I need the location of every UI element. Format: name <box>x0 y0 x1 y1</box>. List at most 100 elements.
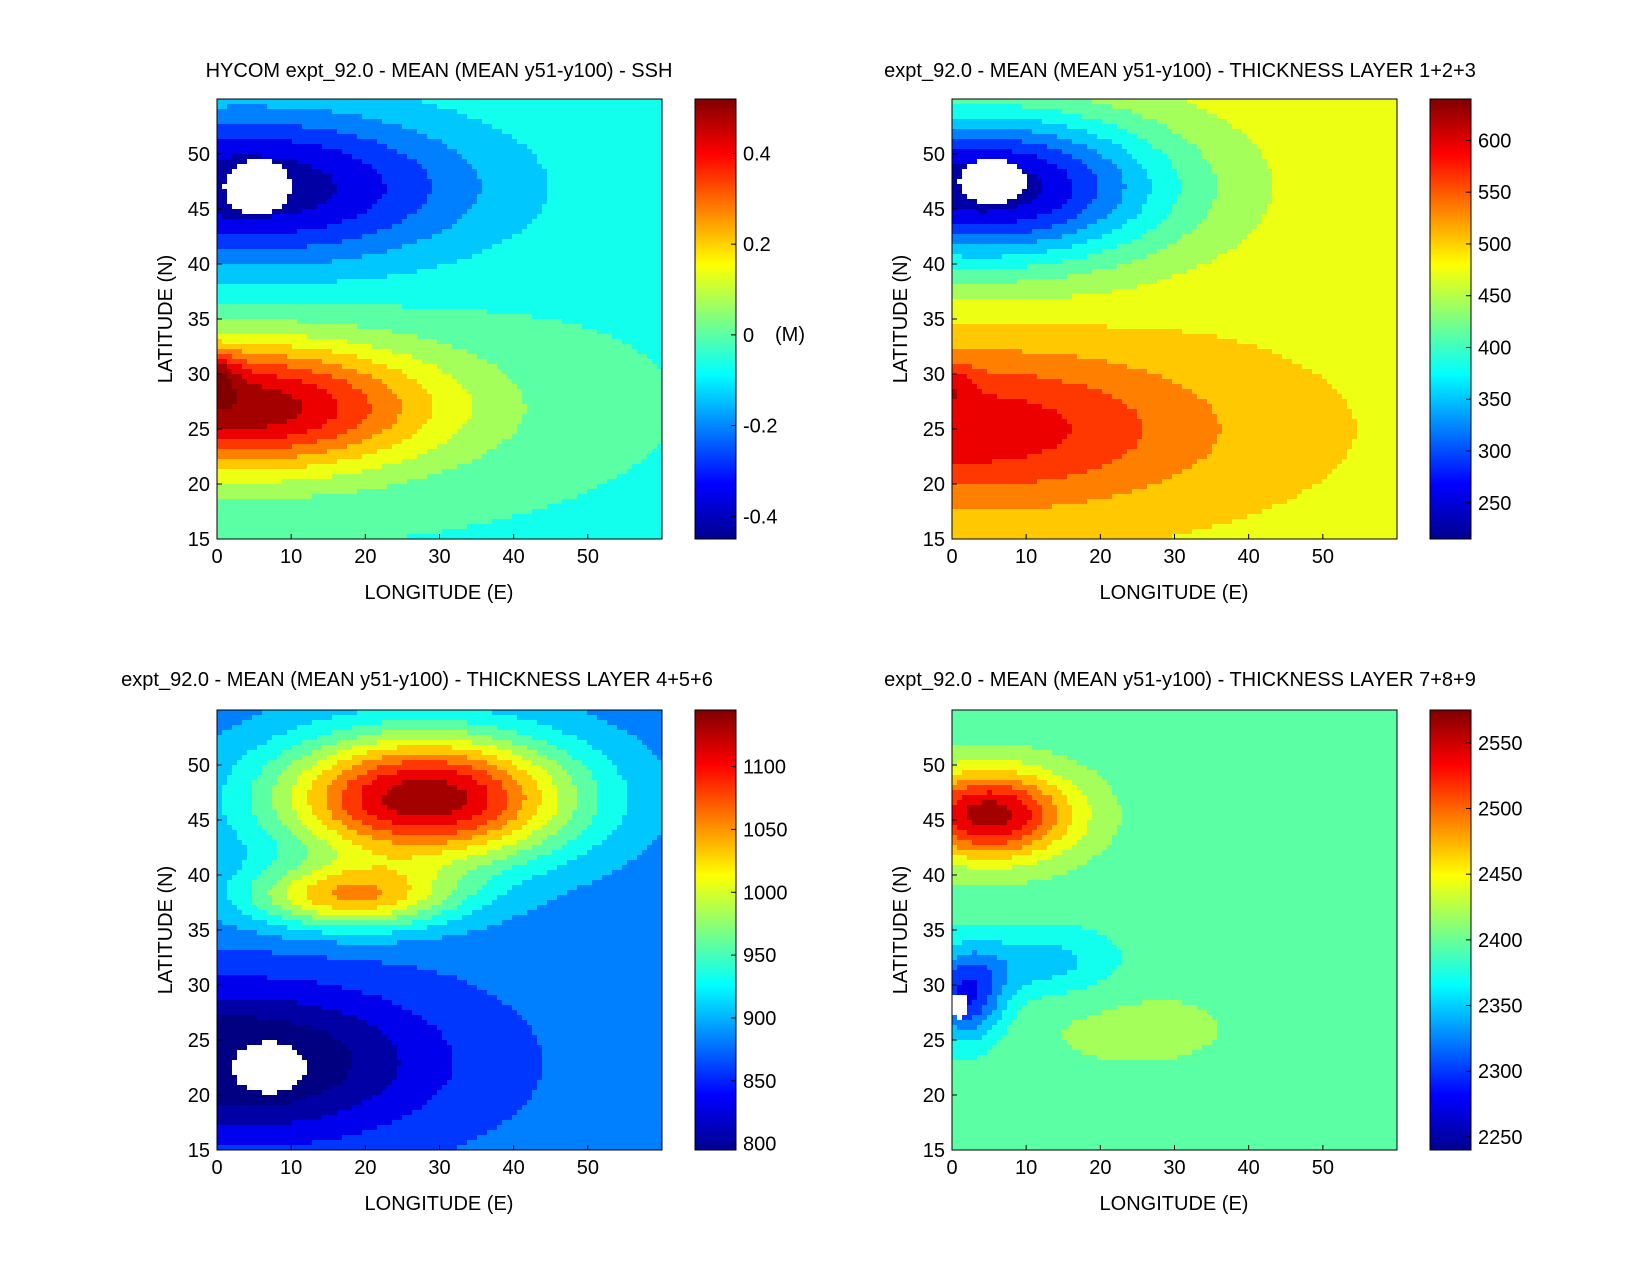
heatmap-cell <box>402 149 408 155</box>
heatmap-cell <box>637 354 643 360</box>
heatmap-cell <box>272 149 278 155</box>
heatmap-cell <box>357 344 363 350</box>
heatmap-cell <box>292 289 298 295</box>
heatmap-cell <box>542 149 548 155</box>
heatmap-cell <box>582 184 588 190</box>
heatmap-cell <box>257 129 263 135</box>
heatmap-cell <box>327 309 333 315</box>
heatmap-cell <box>247 204 253 210</box>
heatmap-cell <box>537 264 543 270</box>
heatmap-cell <box>537 334 543 340</box>
heatmap-cell <box>487 294 493 300</box>
heatmap-cell <box>647 289 653 295</box>
heatmap-cell <box>502 344 508 350</box>
heatmap-cell <box>392 219 398 225</box>
heatmap-cell <box>642 214 648 220</box>
heatmap-cell <box>422 129 428 135</box>
heatmap-cell <box>232 204 238 210</box>
heatmap-cell <box>407 304 413 310</box>
heatmap-cell <box>657 329 663 335</box>
heatmap-cell <box>642 169 648 175</box>
heatmap-cell <box>567 244 573 250</box>
heatmap-cell <box>407 209 413 215</box>
heatmap-cell <box>602 204 608 210</box>
heatmap-cell <box>572 364 578 370</box>
heatmap-cell <box>602 239 608 245</box>
heatmap-cell <box>417 134 423 140</box>
heatmap-cell <box>427 174 433 180</box>
heatmap-cell <box>362 309 368 315</box>
heatmap-cell <box>562 109 568 115</box>
heatmap-cell <box>587 204 593 210</box>
heatmap-cell <box>217 104 223 110</box>
heatmap-cell <box>367 174 373 180</box>
heatmap-cell <box>497 219 503 225</box>
heatmap-cell <box>472 354 478 360</box>
heatmap-cell <box>342 224 348 230</box>
heatmap-cell <box>522 124 528 130</box>
heatmap-cell <box>242 179 248 185</box>
heatmap-cell <box>282 264 288 270</box>
heatmap-cell <box>427 154 433 160</box>
heatmap-cell <box>602 369 608 375</box>
heatmap-cell <box>392 194 398 200</box>
heatmap-cell <box>457 244 463 250</box>
heatmap-cell <box>647 284 653 290</box>
heatmap-cell <box>527 334 533 340</box>
heatmap-cell <box>432 124 438 130</box>
heatmap-cell <box>362 164 368 170</box>
heatmap-cell <box>297 289 303 295</box>
heatmap-cell <box>282 374 288 380</box>
heatmap-cell <box>327 269 333 275</box>
heatmap-cell <box>222 334 228 340</box>
heatmap-cell <box>292 159 298 165</box>
heatmap-cell <box>572 114 578 120</box>
heatmap-cell <box>362 314 368 320</box>
heatmap-cell <box>527 189 533 195</box>
heatmap-cell <box>382 294 388 300</box>
heatmap-cell <box>477 239 483 245</box>
heatmap-cell <box>442 369 448 375</box>
heatmap-cell <box>482 299 488 305</box>
heatmap-cell <box>522 254 528 260</box>
heatmap-cell <box>527 359 533 365</box>
heatmap-cell <box>257 239 263 245</box>
heatmap-cell <box>442 104 448 110</box>
heatmap-cell <box>327 159 333 165</box>
heatmap-cell <box>432 134 438 140</box>
heatmap-cell <box>542 199 548 205</box>
heatmap-cell <box>652 294 658 300</box>
heatmap-cell <box>342 164 348 170</box>
heatmap-cell <box>457 214 463 220</box>
heatmap-cell <box>622 174 628 180</box>
heatmap-cell <box>367 179 373 185</box>
heatmap-cell <box>337 139 343 145</box>
heatmap-cell <box>432 249 438 255</box>
heatmap-cell <box>332 194 338 200</box>
heatmap-cell <box>317 254 323 260</box>
heatmap-cell <box>362 304 368 310</box>
heatmap-cell <box>362 209 368 215</box>
heatmap-cell <box>512 334 518 340</box>
heatmap-cell <box>247 279 253 285</box>
heatmap-cell <box>642 329 648 335</box>
heatmap-cell <box>352 329 358 335</box>
heatmap-cell <box>357 169 363 175</box>
heatmap-cell <box>422 334 428 340</box>
heatmap-cell <box>632 269 638 275</box>
heatmap-cell <box>242 164 248 170</box>
heatmap-cell <box>412 264 418 270</box>
heatmap-cell <box>247 114 253 120</box>
heatmap-cell <box>572 164 578 170</box>
heatmap-cell <box>637 149 643 155</box>
heatmap-cell <box>497 259 503 265</box>
heatmap-cell <box>307 114 313 120</box>
heatmap-cell <box>302 279 308 285</box>
heatmap-cell <box>577 119 583 125</box>
heatmap-cell <box>242 139 248 145</box>
heatmap-cell <box>627 289 633 295</box>
heatmap-cell <box>652 179 658 185</box>
heatmap-cell <box>242 379 248 385</box>
heatmap-cell <box>462 189 468 195</box>
